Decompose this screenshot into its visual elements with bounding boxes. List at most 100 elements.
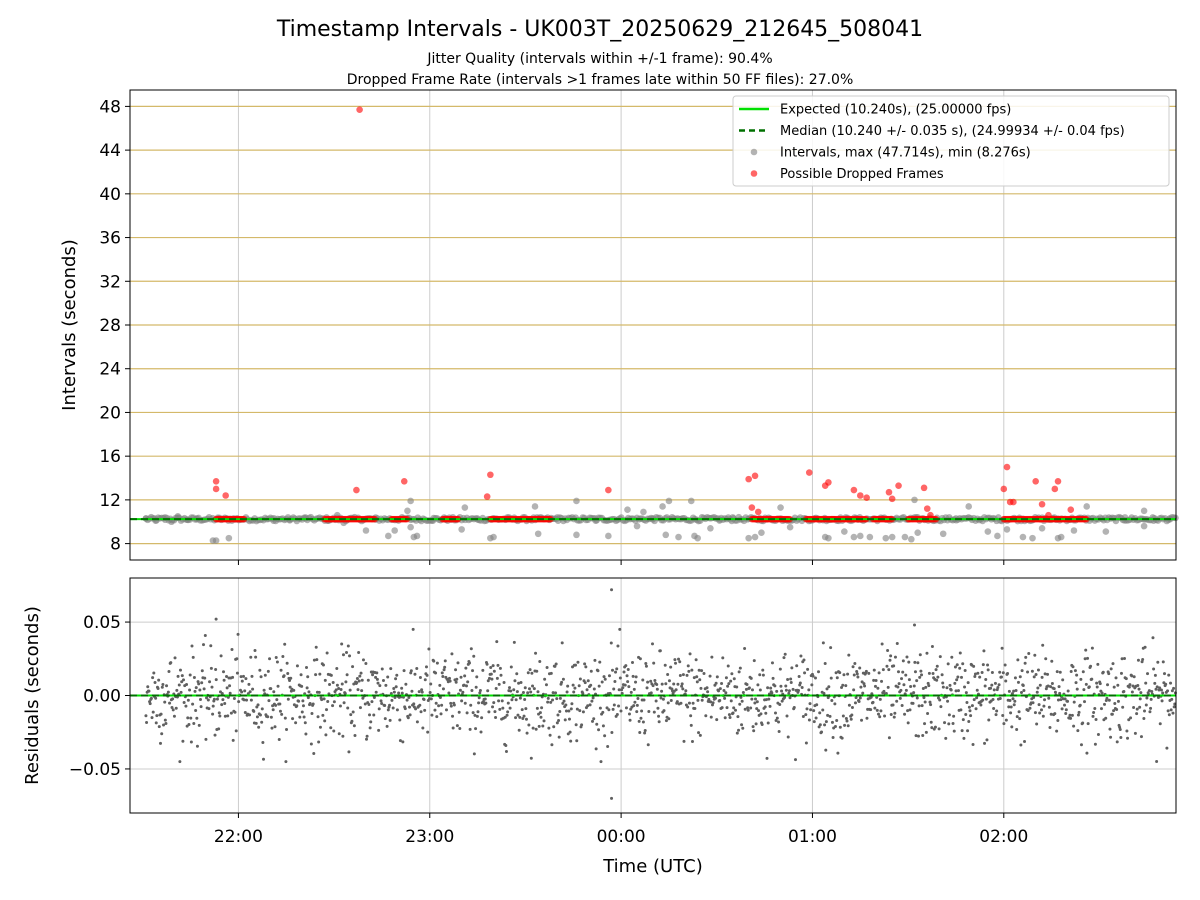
residual-point <box>243 711 247 715</box>
residual-point <box>372 695 376 699</box>
residual-point <box>1023 739 1027 743</box>
residual-point <box>801 715 805 719</box>
residual-point <box>939 705 943 709</box>
residual-point <box>782 656 786 660</box>
residual-point <box>686 705 690 709</box>
interval-point <box>633 522 641 530</box>
residual-point <box>755 707 759 711</box>
interval-point <box>362 527 370 534</box>
residual-point <box>563 718 567 722</box>
residual-point <box>249 698 253 702</box>
residual-point <box>847 703 851 707</box>
residual-point <box>254 721 258 725</box>
residual-point <box>261 757 265 761</box>
residual-point <box>982 649 986 653</box>
residual-point <box>1059 698 1063 702</box>
residual-point <box>678 660 682 664</box>
residual-point <box>938 655 942 659</box>
residual-point <box>970 704 974 708</box>
residual-point <box>1154 687 1158 691</box>
residual-point <box>943 721 947 725</box>
residual-point <box>989 686 993 690</box>
residual-point <box>420 688 424 692</box>
residual-point <box>193 689 197 693</box>
residual-point <box>386 675 390 679</box>
residual-point <box>948 683 952 687</box>
chart-title: Timestamp Intervals - UK003T_20250629_21… <box>276 17 923 42</box>
residual-point <box>956 675 960 679</box>
residual-point <box>1166 689 1170 693</box>
residual-point <box>1049 685 1053 689</box>
residual-point <box>1041 643 1045 647</box>
residual-point <box>573 686 577 690</box>
residual-point <box>843 723 847 727</box>
residual-point <box>1125 729 1129 733</box>
residual-point <box>1013 676 1017 680</box>
residual-point <box>619 709 623 713</box>
residuals-panel: −0.05 0.00 0.05 22:00 23:00 00:00 01:00 02:00 Re… <box>22 577 1177 847</box>
residual-point <box>729 699 733 703</box>
residual-point <box>876 686 880 690</box>
residual-point <box>760 723 764 727</box>
residual-point <box>1075 673 1079 677</box>
residual-point <box>689 714 693 718</box>
residual-point <box>1093 707 1097 711</box>
residual-point <box>504 749 508 753</box>
residual-point <box>963 685 967 689</box>
residual-point <box>1122 690 1126 694</box>
residual-point <box>223 714 227 718</box>
residual-point <box>775 689 779 693</box>
residual-point <box>787 691 791 695</box>
residual-point <box>360 678 364 682</box>
residual-point <box>554 662 558 666</box>
residual-point <box>455 724 459 728</box>
residual-point <box>615 667 619 671</box>
residual-point <box>466 680 470 684</box>
interval-point <box>687 497 695 505</box>
residual-point <box>390 698 394 702</box>
residual-point <box>474 727 478 731</box>
residual-point <box>852 673 856 677</box>
residual-point <box>1000 646 1004 650</box>
residual-point <box>900 677 904 681</box>
residual-point <box>1104 716 1108 720</box>
residual-point <box>404 682 408 686</box>
residual-point <box>163 700 167 704</box>
residual-point <box>565 690 569 694</box>
residual-point <box>357 650 361 654</box>
residual-point <box>1121 705 1125 709</box>
residual-point <box>692 676 696 680</box>
residual-point <box>311 702 315 706</box>
residual-point <box>281 655 285 659</box>
residual-point <box>283 642 287 646</box>
residual-point <box>1086 656 1090 660</box>
residual-point <box>422 698 426 702</box>
residual-point <box>1069 716 1073 720</box>
residual-point <box>606 745 610 749</box>
residual-point <box>340 642 344 646</box>
residual-point <box>1027 651 1031 655</box>
residual-point <box>162 723 166 727</box>
residual-point <box>410 689 414 693</box>
residual-point <box>567 709 571 713</box>
residual-point <box>972 698 976 702</box>
residual-point <box>881 668 885 672</box>
residual-point <box>1172 705 1176 709</box>
residual-point <box>1026 670 1030 674</box>
interval-point <box>911 496 918 504</box>
residual-point <box>513 679 517 683</box>
residual-point <box>746 706 750 710</box>
residual-point <box>214 678 218 682</box>
residual-point <box>555 697 559 701</box>
residual-point <box>283 716 287 720</box>
residual-point <box>899 688 903 692</box>
residual-point <box>653 679 657 683</box>
y-tick-label: 20 <box>99 403 121 423</box>
residual-point <box>357 679 361 683</box>
residual-point <box>1124 677 1128 681</box>
residual-point <box>535 669 539 673</box>
residual-point <box>867 671 871 675</box>
residual-point <box>983 684 987 688</box>
residual-point <box>725 706 729 710</box>
residual-point <box>1147 689 1151 693</box>
